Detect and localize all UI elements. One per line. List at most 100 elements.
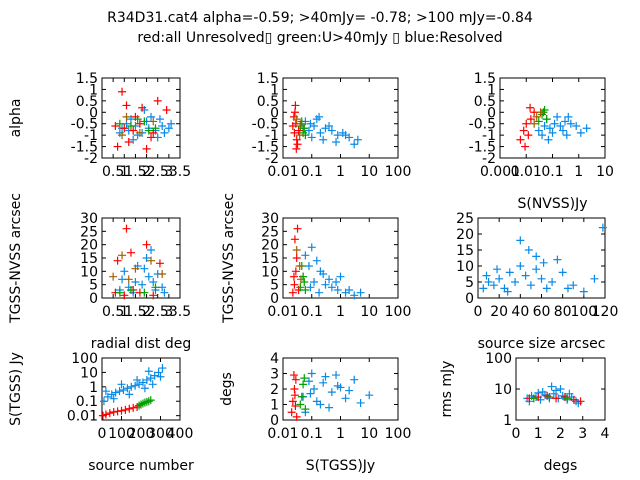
data-point-red [291, 375, 300, 384]
x-tick-label: 60 [533, 304, 551, 320]
y-tick-label: 1 [89, 380, 98, 396]
data-point-blue [489, 281, 498, 290]
data-point-green [300, 124, 309, 133]
data-point-blue [332, 371, 341, 380]
data-point-blue [356, 398, 365, 407]
panel-p2: 0.01 0.1 1 10 100-2-1.5-1-0.500.511.5 [252, 71, 412, 180]
data-point-green [144, 397, 153, 406]
y-tick-label: 20 [261, 238, 279, 254]
y-tick-label: -2 [84, 151, 98, 167]
y-tick-label: 10 [80, 264, 98, 280]
data-point-orange [292, 115, 301, 124]
x-tick-label: 100 [108, 426, 135, 442]
data-point-blue [353, 135, 362, 144]
y-axis-label: TGSS-NVSS arcsec [221, 193, 237, 324]
data-point-red [526, 115, 535, 124]
data-point-blue [307, 243, 316, 252]
data-point-blue [350, 140, 359, 149]
data-point-green [115, 288, 124, 297]
data-point-blue [310, 385, 319, 393]
x-tick-label: 1.5 [124, 164, 146, 180]
data-point-blue [115, 387, 124, 396]
x-tick-label: 2.5 [147, 164, 169, 180]
data-point-blue [125, 390, 134, 399]
y-tick-label: 10 [80, 365, 98, 381]
data-point-orange [296, 275, 305, 284]
data-point-orange [118, 131, 127, 140]
data-point-red [153, 96, 162, 105]
y-tick-label: 15 [456, 243, 474, 259]
data-point-orange [532, 112, 541, 121]
y-tick-label: -1.5 [71, 140, 98, 156]
x-axis-label: radial dist deg [91, 336, 191, 352]
data-point-blue [160, 288, 169, 297]
data-point-red [291, 402, 300, 411]
x-tick-label: 1 [120, 304, 129, 320]
data-point-blue [315, 112, 324, 121]
x-tick-label: 0.5 [102, 164, 124, 180]
data-point-green [296, 400, 305, 409]
data-point-red [135, 119, 144, 128]
data-point-green [126, 286, 135, 294]
y-tick-label: 0 [487, 105, 496, 121]
data-point-blue [319, 378, 328, 387]
data-point-blue [537, 274, 546, 283]
x-tick-label: 3.5 [169, 304, 191, 320]
data-point-red [519, 126, 528, 135]
y-tick-label: 15 [261, 251, 279, 267]
y-tick-label: -1.5 [469, 140, 496, 156]
data-point-blue [526, 281, 535, 290]
x-tick-label: 20 [490, 304, 508, 320]
data-point-blue [327, 126, 336, 135]
data-point-red [101, 410, 110, 419]
data-point-red [290, 128, 299, 137]
data-point-blue [312, 397, 321, 406]
data-point-blue [538, 131, 547, 140]
data-point-blue [312, 256, 321, 265]
plot-frame [282, 77, 399, 159]
y-tick-label: 1.5 [474, 71, 496, 87]
y-tick-label: -0.5 [71, 117, 98, 133]
data-point-green [126, 122, 135, 130]
x-tick-label: 1 [574, 164, 583, 180]
x-tick-label: 1 [336, 164, 345, 180]
y-tick-label: 0 [270, 291, 279, 307]
data-point-blue [558, 126, 567, 135]
x-tick-label: 300 [147, 426, 174, 442]
data-point-blue [325, 275, 334, 284]
data-point-blue [144, 272, 153, 281]
data-point-green [142, 397, 151, 406]
y-tick-label: 0 [89, 291, 98, 307]
y-tick-label: -2 [265, 151, 279, 167]
data-point-blue [307, 133, 316, 142]
y-tick-label: 0 [89, 105, 98, 121]
data-point-blue [598, 223, 607, 232]
data-point-blue [356, 288, 365, 297]
figure-title-line2: red:all Unresolved▯ green:U>40mJy ▯ blue… [137, 30, 502, 46]
data-point-red [288, 397, 297, 406]
data-point-blue [138, 280, 147, 289]
x-tick-label: 2 [142, 164, 151, 180]
x-axis-label: S(NVSS)Jy [517, 196, 587, 212]
y-tick-label: 3 [270, 367, 279, 383]
data-point-blue [552, 386, 561, 395]
data-point-green [138, 399, 147, 408]
data-point-blue [350, 375, 359, 384]
y-tick-label: 30 [261, 211, 279, 227]
data-point-blue [120, 267, 129, 276]
y-tick-label: 0.5 [257, 94, 279, 110]
data-point-blue [117, 380, 126, 389]
data-point-red [522, 119, 531, 128]
data-point-orange [109, 272, 118, 281]
y-tick-label: 1 [503, 413, 512, 429]
data-point-red [288, 288, 297, 297]
data-point-red [122, 224, 131, 233]
data-point-blue [539, 258, 548, 267]
data-point-blue [548, 278, 557, 286]
y-tick-label: 15 [80, 251, 98, 267]
data-point-red [569, 395, 578, 404]
y-tick-label: 1 [89, 82, 98, 98]
x-tick-label: 0.1 [541, 164, 563, 180]
x-tick-label: 2 [556, 426, 565, 442]
